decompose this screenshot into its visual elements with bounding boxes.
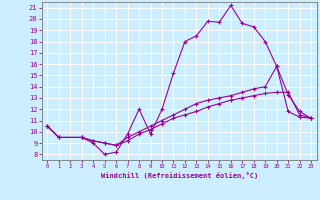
X-axis label: Windchill (Refroidissement éolien,°C): Windchill (Refroidissement éolien,°C) — [100, 172, 258, 179]
